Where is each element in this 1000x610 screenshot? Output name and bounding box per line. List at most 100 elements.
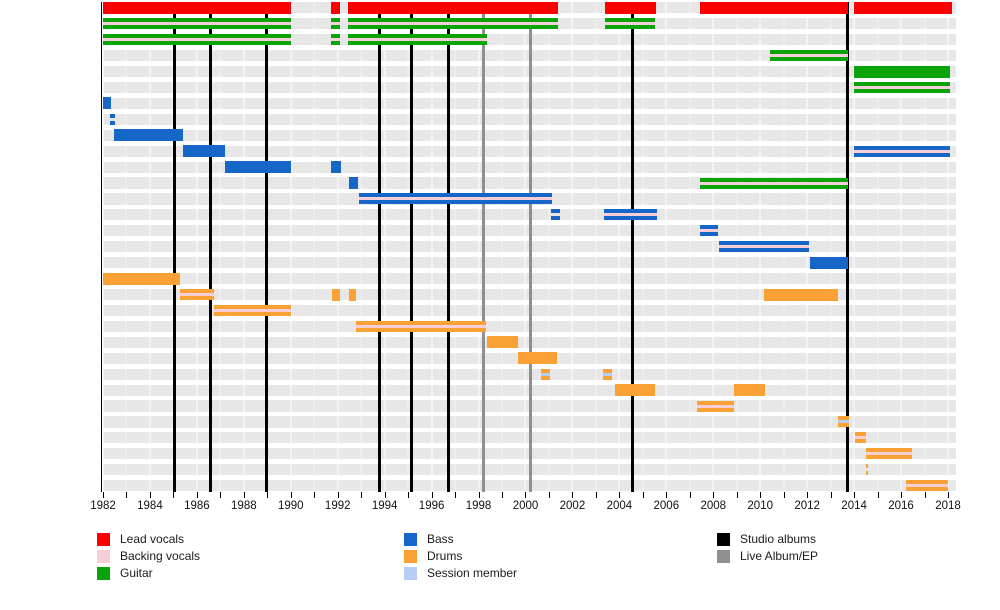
year-gridline [618,2,621,492]
legend-item-live_album_line: Live Album/EP [717,550,977,564]
year-gridline [360,2,363,492]
stripe-top [854,81,951,86]
bar-segment-drums-with-backing [214,304,291,316]
stripe-top [719,241,810,246]
bar-segment-guitar-with-backing [769,50,849,62]
stripe-bottom [854,152,951,157]
backing-stripe [854,85,951,89]
stripe-bottom [103,25,291,30]
bar-segment-drums [763,288,838,301]
stripe-top [330,18,341,23]
axis-year-label: 2002 [559,500,586,512]
bar-segment-guitar-with-backing [330,18,341,30]
backing-stripe [696,404,735,408]
axis-tick [173,492,175,498]
stripe-top [700,225,718,230]
year-gridline [594,2,597,492]
axis-tick [924,492,926,498]
bar-segment-drums-with-backing [696,400,735,412]
bar-segment-bass [330,161,342,174]
bar-segment-bass-with-backing [604,209,657,221]
backing-stripe [358,197,553,201]
stripe-bottom [696,407,735,412]
legend-label: Guitar [120,566,153,580]
backing-stripe [700,181,849,185]
backing-stripe [180,293,215,297]
legend-item-bass: Bass [404,533,664,547]
axis-tick [548,492,550,498]
legend-label: Studio albums [740,532,817,546]
axis-tick [619,492,621,498]
legend-item-drums: Drums [404,550,664,564]
legend-label: Backing vocals [120,549,201,563]
studio-album-line [410,2,414,492]
stripe-top [356,320,486,325]
studio-album-line [173,2,177,492]
bar-segment-lead [103,1,291,14]
year-gridline [289,2,292,492]
backing-stripe [700,229,718,233]
stripe-top [700,177,849,182]
backing-stripe [855,436,866,440]
legend-label: Session member [427,566,518,580]
bar-segment-guitar-with-backing [605,18,655,30]
year-gridline [571,2,574,492]
backing-stripe [854,149,951,153]
stripe-bottom [358,200,553,205]
member-name-column: Mr. Chi PigMarc BelkeBrent BelkeSean Col… [0,0,97,500]
axis-year-label: 1998 [465,500,492,512]
bar-segment-lead [854,1,952,14]
backing-stripe [605,22,655,26]
session-stripe [837,420,850,424]
backing-stripe [330,38,341,42]
stripe-top [605,18,655,23]
stripe-bottom [180,296,215,301]
year-gridline [430,2,433,492]
stripe-bottom [330,25,341,30]
bar-segment-drums [486,336,519,349]
bar-segment-bass [103,97,112,110]
session-stripe [602,372,613,376]
legend-swatch-studio_album_line [717,533,730,546]
stripe-bottom [348,25,559,30]
legend-label: Live Album/EP [740,549,819,563]
axis-year-label: 2018 [935,500,961,512]
year-gridline [125,2,128,492]
bar-segment-lead [330,1,341,14]
bar-segment-drums [331,288,341,301]
axis-tick [220,492,222,498]
legend-swatch-session [404,567,417,580]
legend-item-studio_album_line: Studio albums [717,533,977,547]
stripe-bottom [700,184,849,189]
bar-segment-bass [809,256,849,269]
stripe-top [905,480,948,485]
stripe-top [348,34,487,39]
axis-year-label: 1986 [184,500,210,512]
axis-tick [830,492,832,498]
studio-album-line [264,2,268,492]
year-gridline [876,2,879,492]
legend-swatch-guitar [97,567,110,580]
year-gridline [641,2,644,492]
year-gridline [853,2,856,492]
year-gridline [547,2,550,492]
legend-item-backing: Backing vocals [97,550,357,564]
backing-stripe [604,213,657,217]
stripe-bottom [865,455,912,460]
bar-segment-bass [182,145,226,158]
bar-segment-lead [700,1,849,14]
legend-label: Lead vocals [120,532,185,546]
dash [551,216,560,221]
legend-label: Bass [427,532,454,546]
stripe-bottom [854,88,951,93]
bar-segment-bass-with-backing [358,193,553,205]
stripe-bottom [700,232,718,237]
axis-tick [431,492,433,498]
axis-tick [689,492,691,498]
stripe-top [103,18,291,23]
legend-swatch-lead [97,533,110,546]
bar-segment-bass [225,161,291,174]
dash [551,209,560,214]
bar-segment-bass-with-backing [854,145,951,157]
studio-album-line [630,2,634,492]
